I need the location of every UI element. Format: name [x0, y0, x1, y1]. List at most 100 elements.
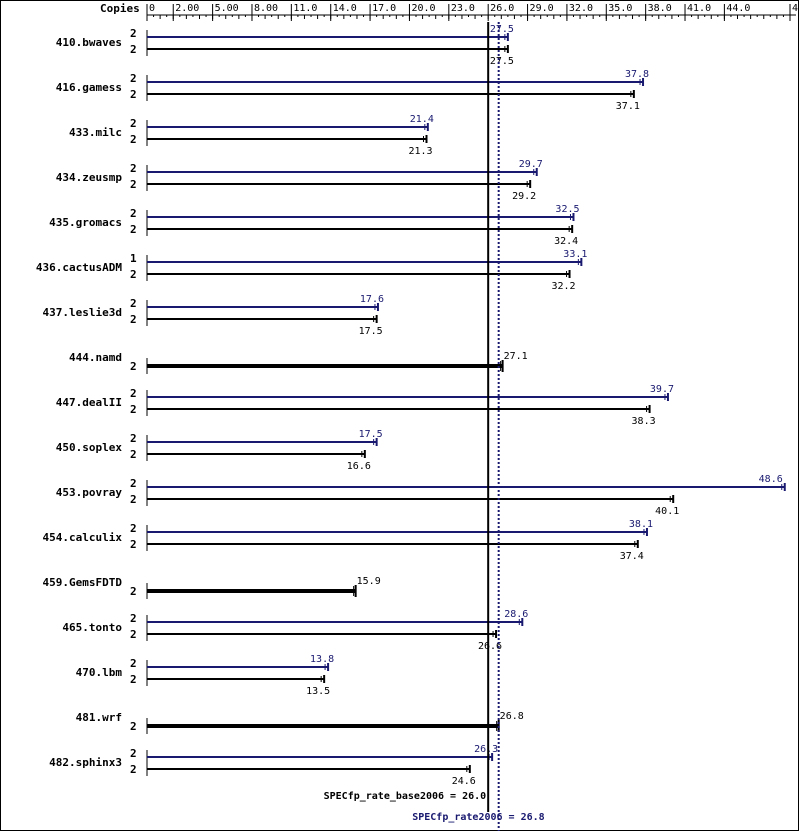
- base-reference-label: SPECfp_rate_base2006 = 26.0: [324, 791, 487, 802]
- x-tick-label: 41.0: [687, 3, 711, 14]
- base-copies-value: 2: [130, 673, 137, 686]
- benchmark-label: 481.wrf: [76, 711, 122, 724]
- x-tick-label: 29.0: [530, 3, 554, 14]
- benchmark-label: 416.gamess: [56, 81, 122, 94]
- peak-copies-value: 2: [130, 657, 137, 670]
- x-tick-label: 8.00: [254, 3, 278, 14]
- benchmark-label: 453.povray: [56, 486, 123, 499]
- peak-value-label: 29.7: [519, 159, 543, 170]
- base-copies-value: 2: [130, 763, 137, 776]
- benchmark-label: 482.sphinx3: [49, 756, 122, 769]
- benchmark-label: 447.dealII: [56, 396, 122, 409]
- peak-copies-value: 2: [130, 387, 137, 400]
- base-copies-value: 2: [130, 43, 137, 56]
- base-value-label: 16.6: [347, 461, 371, 472]
- copies-value: 2: [130, 360, 137, 373]
- base-copies-value: 2: [130, 448, 137, 461]
- peak-value-label: 38.1: [629, 519, 653, 530]
- peak-copies-value: 2: [130, 477, 137, 490]
- peak-value-label: 39.7: [650, 384, 674, 395]
- peak-copies-value: 2: [130, 207, 137, 220]
- base-copies-value: 2: [130, 88, 137, 101]
- x-tick-label: 11.0: [293, 3, 317, 14]
- base-copies-value: 2: [130, 313, 137, 326]
- peak-value-label: 13.8: [310, 654, 334, 665]
- peak-copies-value: 2: [130, 612, 137, 625]
- benchmark-label: 470.lbm: [76, 666, 123, 679]
- copies-value: 2: [130, 585, 137, 598]
- x-tick-label: 20.0: [411, 3, 435, 14]
- peak-value-label: 21.4: [410, 114, 434, 125]
- benchmark-label: 465.tonto: [62, 621, 122, 634]
- base-value-label: 38.3: [632, 416, 656, 427]
- base-copies-value: 2: [130, 223, 137, 236]
- x-tick-label: 35.0: [608, 3, 632, 14]
- x-tick-label: 0: [149, 3, 155, 14]
- benchmark-label: 410.bwaves: [56, 36, 122, 49]
- combined-value-label: 15.9: [357, 576, 381, 587]
- peak-value-label: 17.5: [359, 429, 383, 440]
- x-tick-label: 49.0: [792, 3, 799, 14]
- benchmark-label: 434.zeusmp: [56, 171, 123, 184]
- x-tick-label: 44.0: [726, 3, 750, 14]
- peak-value-label: 26.3: [474, 744, 498, 755]
- x-tick-label: 32.0: [569, 3, 593, 14]
- peak-copies-value: 2: [130, 117, 137, 130]
- base-copies-value: 2: [130, 268, 137, 281]
- peak-copies-value: 2: [130, 72, 137, 85]
- peak-copies-value: 1: [130, 252, 137, 265]
- peak-value-label: 48.6: [759, 474, 783, 485]
- base-value-label: 26.6: [478, 641, 502, 652]
- combined-bar: [147, 364, 503, 368]
- copies-header: Copies: [100, 2, 140, 15]
- peak-value-label: 37.8: [625, 69, 649, 80]
- base-value-label: 40.1: [655, 506, 679, 517]
- base-value-label: 27.5: [490, 56, 514, 67]
- peak-copies-value: 2: [130, 27, 137, 40]
- x-tick-label: 5.00: [215, 3, 239, 14]
- base-value-label: 29.2: [512, 191, 536, 202]
- benchmark-label: 437.leslie3d: [43, 306, 122, 319]
- base-value-label: 37.4: [620, 551, 644, 562]
- peak-value-label: 32.5: [555, 204, 579, 215]
- x-tick-label: 38.0: [648, 3, 672, 14]
- benchmark-label: 436.cactusADM: [36, 261, 122, 274]
- peak-copies-value: 2: [130, 297, 137, 310]
- base-copies-value: 2: [130, 538, 137, 551]
- combined-value-label: 26.8: [500, 711, 524, 722]
- base-copies-value: 2: [130, 133, 137, 146]
- peak-copies-value: 2: [130, 747, 137, 760]
- combined-bar: [147, 589, 356, 593]
- peak-value-label: 28.6: [504, 609, 528, 620]
- base-value-label: 24.6: [452, 776, 476, 787]
- combined-value-label: 27.1: [504, 351, 528, 362]
- benchmark-label: 433.milc: [69, 126, 122, 139]
- base-value-label: 37.1: [616, 101, 640, 112]
- base-copies-value: 2: [130, 628, 137, 641]
- base-copies-value: 2: [130, 403, 137, 416]
- benchmark-label: 435.gromacs: [49, 216, 122, 229]
- peak-reference-label: SPECfp_rate2006 = 26.8: [412, 812, 544, 823]
- benchmark-label: 444.namd: [69, 351, 122, 364]
- base-value-label: 21.3: [408, 146, 432, 157]
- base-copies-value: 2: [130, 178, 137, 191]
- x-tick-label: 2.00: [175, 3, 199, 14]
- base-value-label: 13.5: [306, 686, 330, 697]
- benchmark-label: 450.soplex: [56, 441, 123, 454]
- base-value-label: 32.4: [554, 236, 578, 247]
- base-value-label: 32.2: [551, 281, 575, 292]
- copies-value: 2: [130, 720, 137, 733]
- x-tick-label: 17.0: [372, 3, 396, 14]
- peak-value-label: 27.5: [490, 24, 514, 35]
- base-copies-value: 2: [130, 493, 137, 506]
- x-tick-label: 26.0: [490, 3, 514, 14]
- base-value-label: 17.5: [359, 326, 383, 337]
- x-tick-label: 14.0: [333, 3, 357, 14]
- peak-copies-value: 2: [130, 522, 137, 535]
- peak-value-label: 33.1: [563, 249, 587, 260]
- peak-copies-value: 2: [130, 162, 137, 175]
- peak-copies-value: 2: [130, 432, 137, 445]
